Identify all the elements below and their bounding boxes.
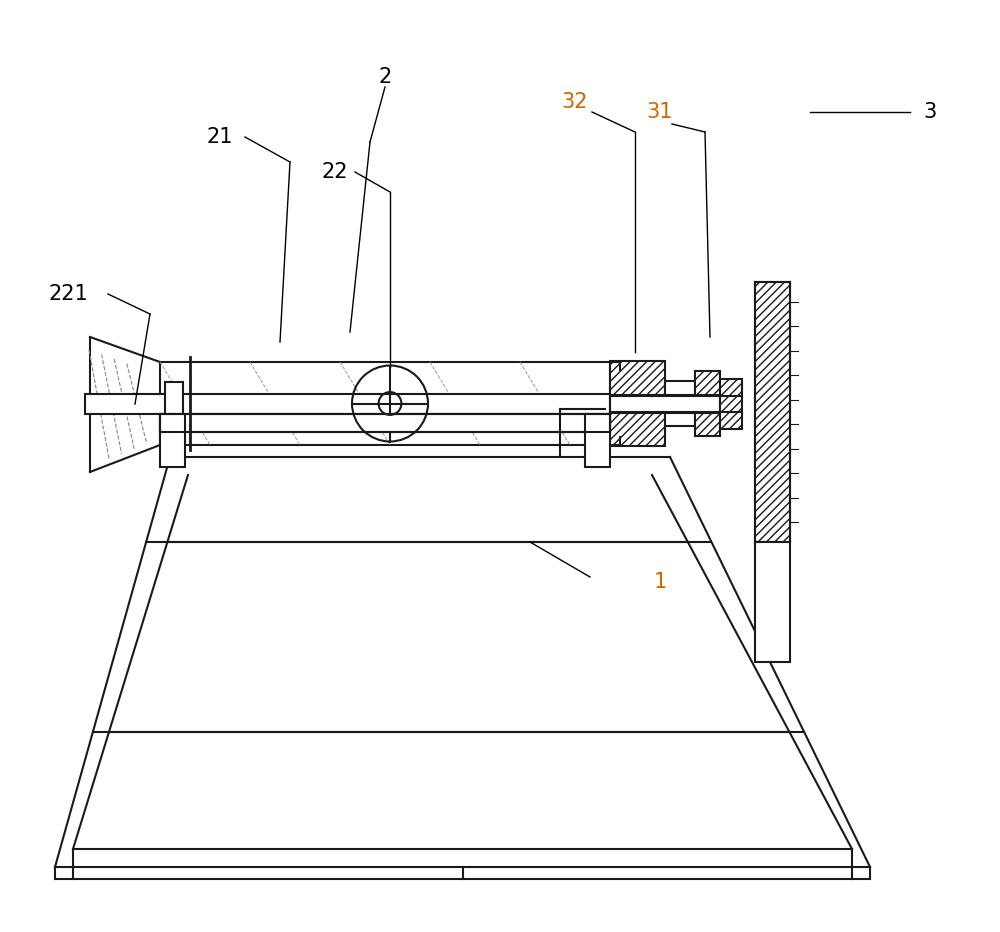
Text: 1: 1 [653,572,667,592]
Bar [610,361,665,446]
Text: 31: 31 [647,102,673,122]
Bar [160,362,610,445]
Bar [85,393,615,414]
Bar [585,414,610,467]
Bar [755,282,790,542]
Text: 2: 2 [378,67,392,87]
Text: 3: 3 [923,102,937,122]
Text: 22: 22 [322,162,348,182]
Bar [165,381,183,426]
Bar [160,414,610,432]
Bar [720,378,742,429]
Text: 32: 32 [562,92,588,112]
Bar [665,381,695,426]
Bar [755,542,790,662]
Bar [610,394,720,413]
Text: 21: 21 [207,127,233,147]
Bar [695,371,720,436]
Bar [160,414,185,467]
Text: 221: 221 [48,284,88,304]
